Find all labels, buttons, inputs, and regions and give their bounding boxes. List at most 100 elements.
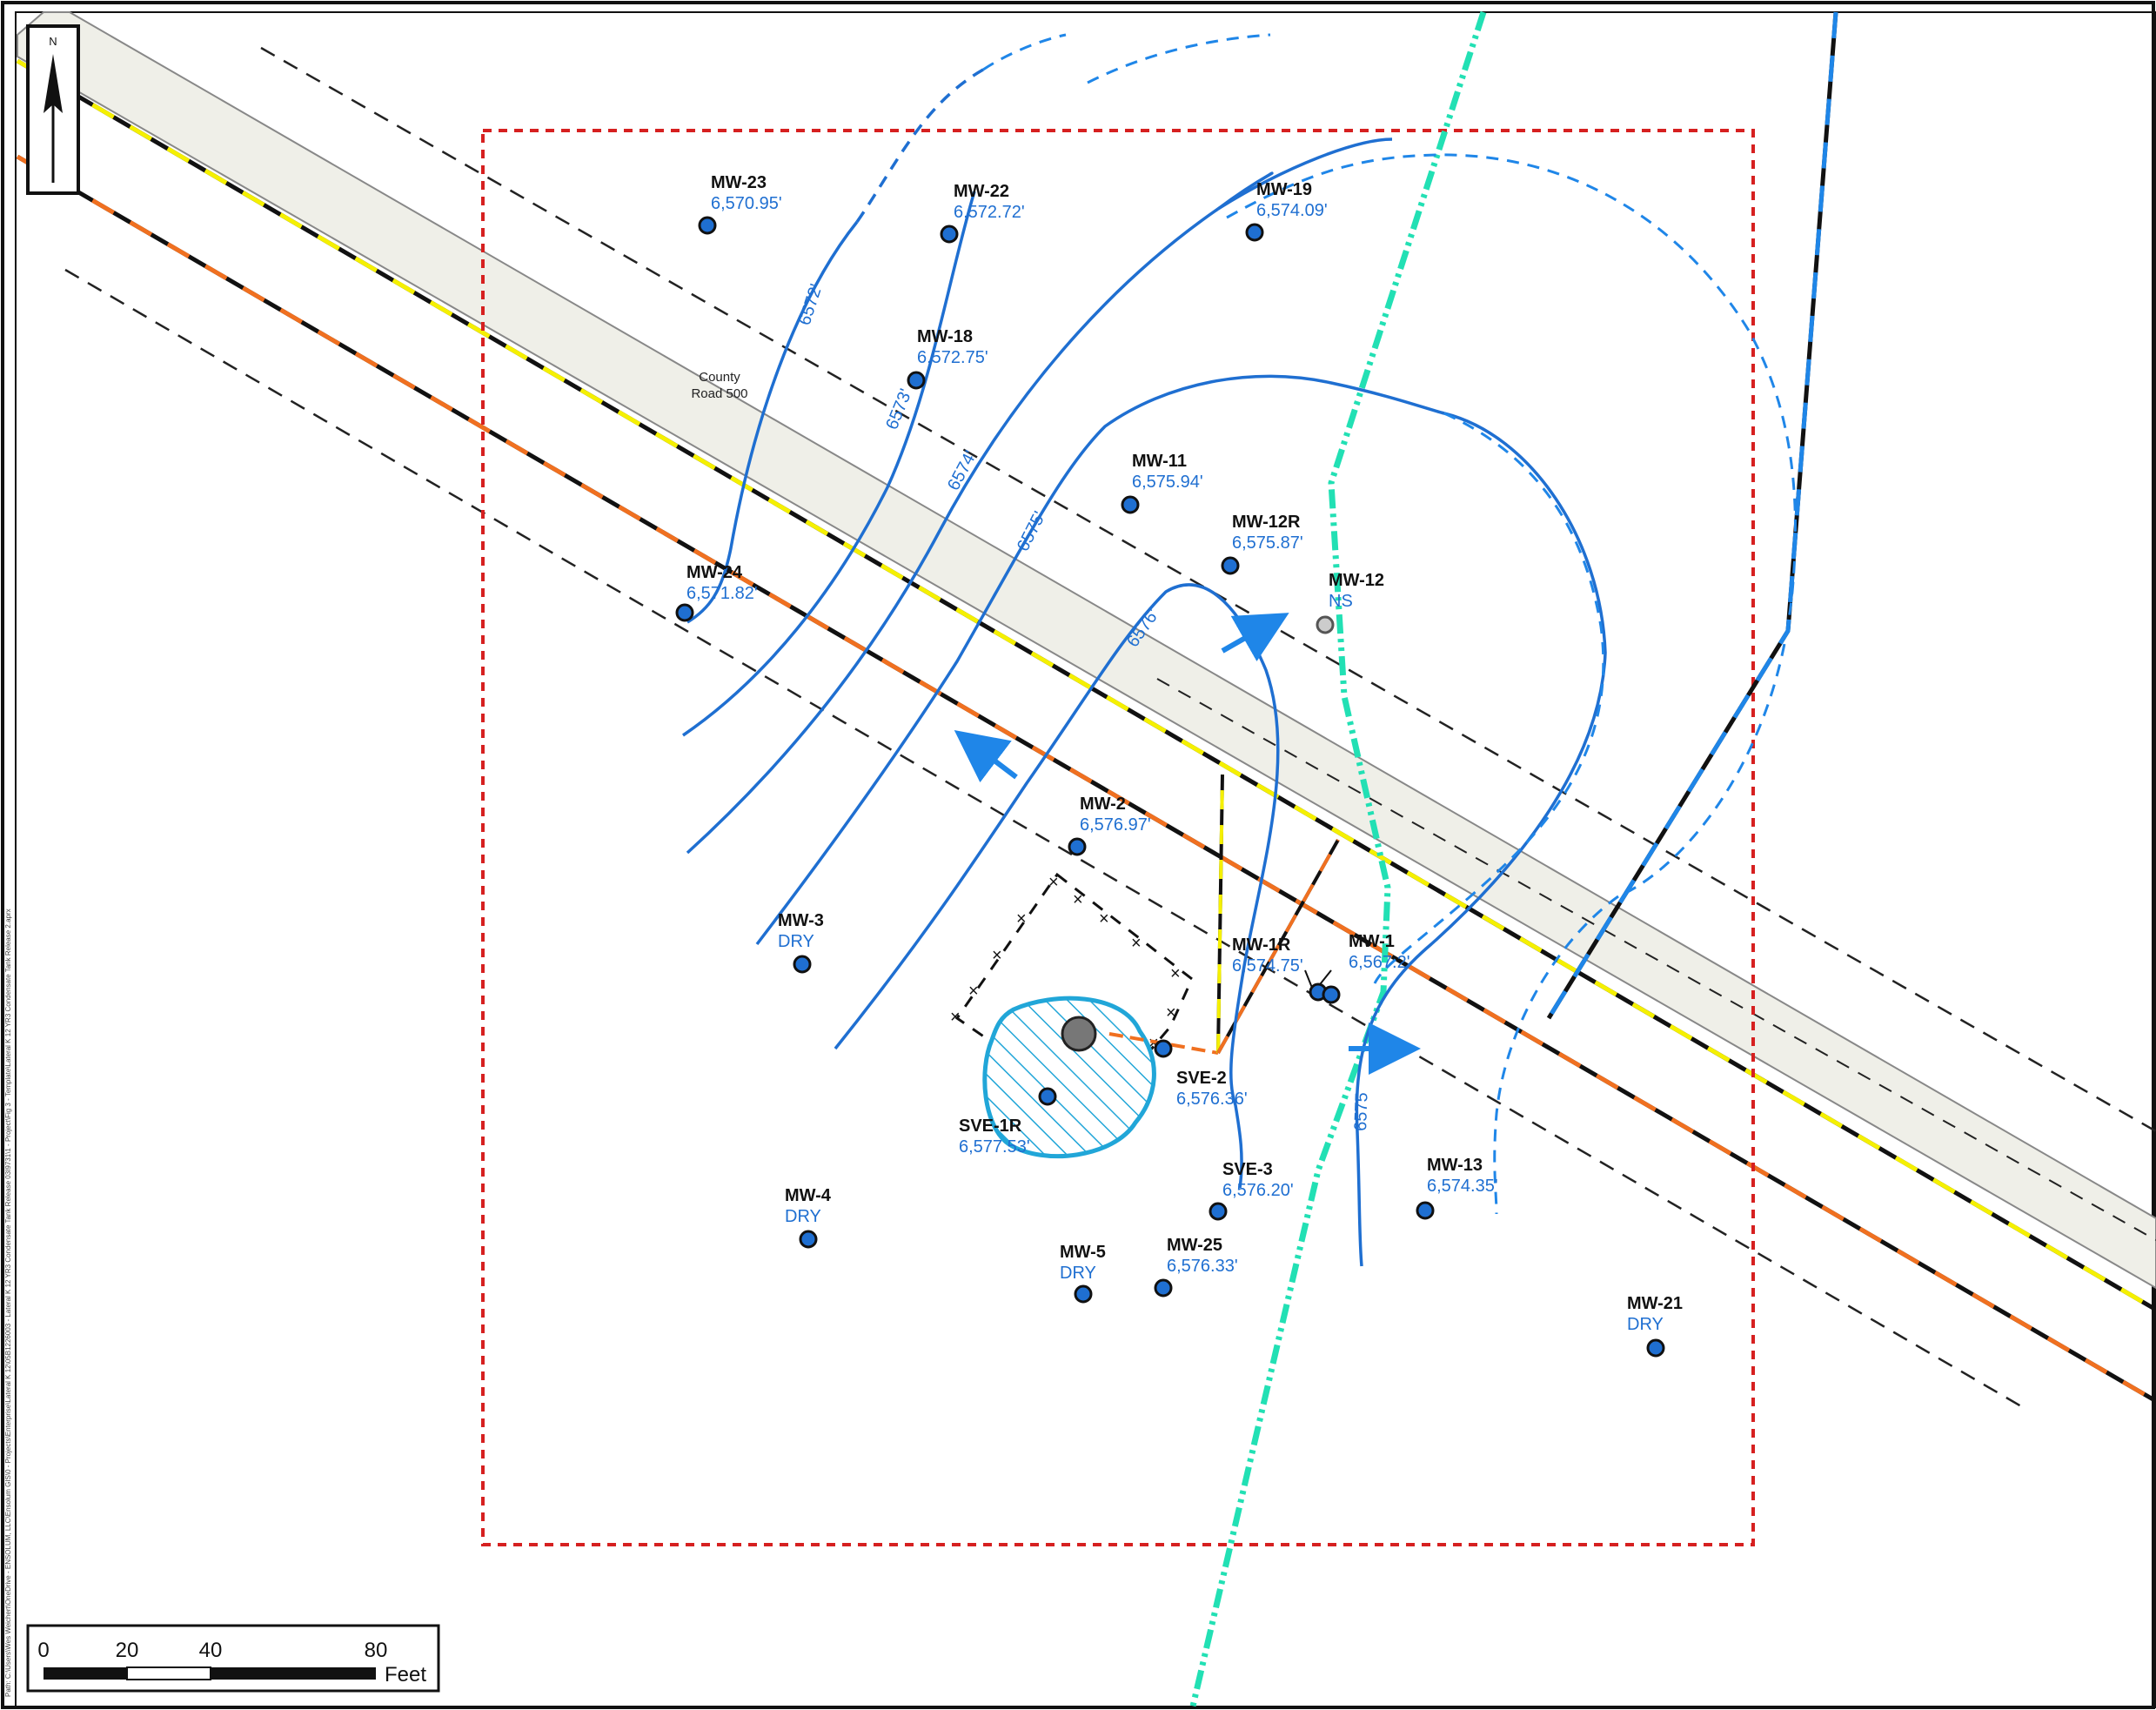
well-mw-1r[interactable]: MW-1R 6,574.75' (1232, 935, 1326, 1000)
well-value: 6,574.35' (1427, 1177, 1498, 1196)
row-line-south (65, 270, 2027, 1410)
well-value: 6,571.82' (686, 584, 758, 603)
sve-well-icon (1155, 1041, 1171, 1056)
well-label: SVE-3 (1222, 1160, 1273, 1179)
svg-text:×: × (1166, 1003, 1176, 1023)
well-label: SVE-1R (959, 1117, 1022, 1136)
scale-tick-40: 40 (199, 1639, 223, 1662)
scale-segment-3 (211, 1667, 376, 1680)
well-value: 6,574.09' (1256, 201, 1328, 220)
wells: MW-23 6,570.95' MW-22 6,572.72' MW-19 6,… (677, 173, 1683, 1356)
scale-tick-20: 20 (116, 1639, 139, 1662)
well-value: NS (1329, 592, 1353, 611)
well-mw-1[interactable]: MW-1 6,567.2' (1323, 932, 1410, 1003)
well-label: MW-12R (1232, 513, 1301, 532)
scale-bar: 0 20 40 80 Feet (28, 1626, 439, 1691)
well-mw-12r[interactable]: MW-12R 6,575.87' (1222, 513, 1303, 573)
well-label: MW-13 (1427, 1156, 1483, 1175)
well-value: DRY (778, 932, 814, 951)
monitoring-well-icon (1247, 225, 1262, 240)
contour-label-6575: 6575' (1014, 508, 1050, 554)
svg-text:×: × (968, 982, 979, 1001)
sve-well-icon (1040, 1089, 1055, 1104)
monitoring-well-icon (1155, 1280, 1171, 1296)
well-value: DRY (1627, 1315, 1664, 1334)
well-mw-19[interactable]: MW-19 6,574.09' (1247, 180, 1328, 240)
sve-well-icon (1210, 1204, 1226, 1219)
well-value: 6,576.36' (1176, 1090, 1248, 1109)
well-mw-5[interactable]: MW-5 DRY (1060, 1243, 1106, 1302)
well-mw-13[interactable]: MW-13 6,574.35' (1417, 1156, 1498, 1218)
well-label: MW-1 (1349, 932, 1395, 951)
abandoned-well-icon (1317, 617, 1333, 633)
well-label: MW-25 (1167, 1236, 1222, 1255)
well-mw-12[interactable]: MW-12 NS (1317, 571, 1384, 633)
well-label: MW-12 (1329, 571, 1384, 590)
monitoring-well-icon (941, 226, 957, 242)
monitoring-well-icon (794, 956, 810, 972)
well-label: SVE-2 (1176, 1069, 1227, 1088)
pipeline-orange (17, 157, 2156, 1401)
well-label: MW-19 (1256, 180, 1312, 199)
well-label: MW-11 (1132, 452, 1187, 471)
well-mw-23[interactable]: MW-23 6,570.95' (700, 173, 782, 233)
well-label: MW-21 (1627, 1294, 1683, 1313)
monitoring-well-icon (1648, 1340, 1664, 1356)
well-value: 6,576.20' (1222, 1181, 1294, 1200)
well-sve-3[interactable]: SVE-3 6,576.20' (1210, 1160, 1294, 1219)
tank-icon (1062, 1017, 1095, 1050)
monitoring-well-icon (908, 372, 924, 388)
well-value: 6,567.2' (1349, 953, 1410, 972)
well-mw-4[interactable]: MW-4 DRY (785, 1186, 832, 1247)
well-label: MW-4 (785, 1186, 832, 1205)
well-label: MW-23 (711, 173, 767, 192)
well-mw-3[interactable]: MW-3 DRY (778, 911, 824, 972)
well-value: 6,576.97' (1080, 815, 1151, 835)
contour-label-6572: 6572' (795, 282, 827, 328)
well-value: DRY (785, 1207, 821, 1226)
contour-label-6575b: 6575 (1351, 1092, 1372, 1131)
well-label: MW-2 (1080, 795, 1126, 814)
well-mw-25[interactable]: MW-25 6,576.33' (1155, 1236, 1238, 1296)
well-mw-22[interactable]: MW-22 6,572.72' (941, 182, 1025, 242)
well-mw-18[interactable]: MW-18 6,572.75' (908, 327, 988, 388)
well-label: MW-18 (917, 327, 973, 346)
scale-segment-1 (44, 1667, 127, 1680)
well-mw-2[interactable]: MW-2 6,576.97' (1069, 795, 1151, 855)
well-value: 6,575.87' (1232, 533, 1303, 553)
contour-6573-inferred (1088, 35, 1270, 83)
monitoring-well-icon (1323, 987, 1339, 1003)
monitoring-well-icon (677, 605, 693, 620)
scale-units: Feet (385, 1663, 426, 1687)
well-value: 6,570.95' (711, 194, 782, 213)
well-label: MW-22 (954, 182, 1009, 201)
svg-text:×: × (992, 946, 1002, 965)
well-value: 6,572.72' (954, 203, 1025, 222)
svg-text:×: × (1170, 964, 1181, 983)
well-mw-24[interactable]: MW-24 6,571.82' (677, 563, 758, 620)
flow-arrow-west (988, 755, 1016, 777)
well-value: 6,572.75' (917, 348, 988, 367)
well-value: 6,575.94' (1132, 473, 1203, 492)
monitoring-well-icon (700, 218, 715, 233)
well-mw-21[interactable]: MW-21 DRY (1627, 1294, 1683, 1356)
well-label: MW-24 (686, 563, 743, 582)
well-label: MW-5 (1060, 1243, 1106, 1262)
north-arrow-label: N (49, 35, 57, 48)
road-label-line2: Road 500 (691, 386, 747, 401)
site-boundary (483, 131, 1753, 1545)
contour-6572-inferred (983, 35, 1066, 70)
svg-text:×: × (1016, 909, 1027, 929)
monitoring-well-icon (1222, 558, 1238, 573)
well-mw-11[interactable]: MW-11 6,575.94' (1122, 452, 1203, 513)
well-value: DRY (1060, 1264, 1096, 1283)
well-value: 6,577.53' (959, 1137, 1030, 1157)
scale-segment-2 (127, 1667, 211, 1680)
svg-text:×: × (950, 1008, 961, 1027)
monitoring-well-icon (1122, 497, 1138, 513)
well-label: MW-3 (778, 911, 824, 930)
monitoring-well-icon (800, 1231, 816, 1247)
north-arrow: N (28, 26, 78, 193)
